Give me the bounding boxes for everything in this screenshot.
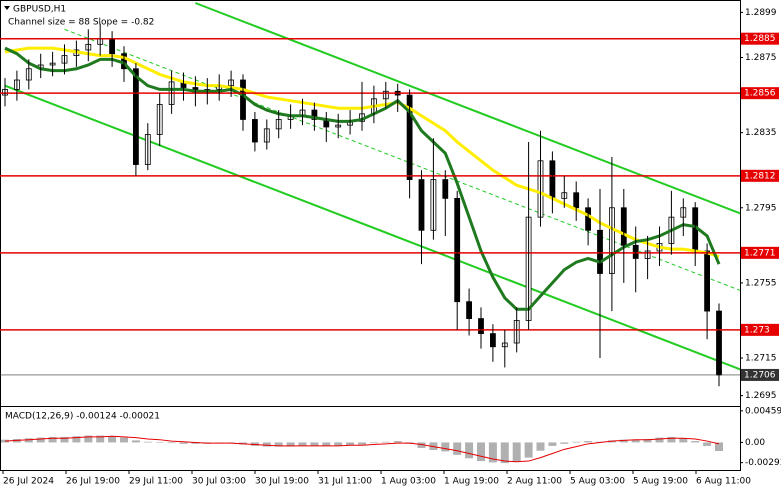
macd-bar [48, 436, 57, 443]
level-label-box [741, 87, 779, 100]
macd-bar [334, 442, 343, 446]
macd-bar [536, 442, 545, 451]
macd-bar [310, 442, 319, 446]
macd-bar [155, 442, 164, 443]
macd-bar [465, 442, 474, 459]
channel-line [64, 28, 740, 291]
macd-bar [572, 441, 581, 443]
macd-bar [393, 441, 402, 443]
x-tick-label: 30 Jul 19:00 [255, 477, 309, 487]
macd-bar [631, 439, 640, 443]
macd-bar [24, 438, 33, 443]
macd-bar [84, 435, 93, 443]
macd-bar [512, 442, 521, 462]
macd-bar [36, 437, 45, 443]
macd-bar [488, 442, 497, 463]
y-tick-label: 1.2835 [745, 128, 777, 138]
macd-y-tick-label: 0.00 [745, 438, 765, 448]
chart-title: GBPUSD,H1 [13, 5, 66, 15]
y-tick-label: 1.2695 [745, 391, 777, 401]
x-tick-label: 31 Jul 11:00 [318, 477, 372, 487]
macd-bar [346, 442, 355, 446]
x-tick-label: 1 Aug 19:00 [444, 477, 499, 487]
macd-bar [548, 442, 557, 446]
macd-bar [584, 441, 593, 443]
macd-title: MACD(12,26,9) -0.00124 -0.00021 [5, 412, 160, 422]
current-price-box [741, 368, 779, 381]
macd-bar [191, 442, 200, 444]
level-label-box [741, 169, 779, 182]
y-tick-label: 1.2899 [745, 8, 777, 18]
y-tick-label: 1.2755 [745, 278, 777, 288]
macd-bar [60, 436, 69, 443]
macd-bar [619, 439, 628, 443]
x-tick-label: 29 Jul 11:00 [129, 477, 183, 487]
y-tick-label: 1.2875 [745, 53, 777, 63]
macd-bar [131, 440, 140, 443]
macd-bar [477, 442, 485, 462]
x-tick-label: 26 Jul 19:00 [66, 477, 120, 487]
level-label: 1.2856 [744, 89, 776, 99]
level-label-box [741, 32, 779, 45]
level-label: 1.2885 [744, 34, 776, 44]
level-label: 1.2812 [744, 171, 776, 181]
macd-bar [358, 442, 366, 445]
macd-bar [643, 439, 652, 443]
y-tick-label: 1.2715 [745, 354, 777, 364]
macd-bar [453, 442, 462, 455]
macd-bar [286, 442, 295, 447]
macd-bar [715, 442, 723, 451]
x-tick-label: 26 Jul 2024 [3, 477, 54, 487]
macd-bar [262, 442, 271, 447]
macd-bar [298, 442, 307, 446]
macd-bar [381, 441, 390, 443]
macd-bar [143, 441, 152, 443]
macd-bar [322, 442, 331, 446]
level-label-box [741, 246, 779, 259]
macd-y-tick-label: -0.00293 [745, 458, 781, 468]
macd-bar [369, 442, 378, 444]
current-price-label: 1.2706 [744, 370, 776, 380]
macd-bar [667, 436, 676, 443]
x-tick-label: 5 Aug 03:00 [570, 477, 625, 487]
level-label-box [741, 323, 779, 336]
x-tick-label: 2 Aug 11:00 [507, 477, 562, 487]
macd-bar [703, 442, 712, 446]
macd-y-tick-label: 0.00459 [745, 406, 781, 416]
macd-bar [417, 442, 426, 448]
chart-subtitle: Channel size = 88 Slope = -0.82 [8, 18, 154, 28]
macd-bar [500, 442, 509, 464]
x-tick-label: 30 Jul 03:00 [192, 477, 246, 487]
macd-bar [72, 436, 81, 443]
macd-bar [96, 435, 105, 443]
x-tick-label: 6 Aug 11:00 [696, 477, 751, 487]
macd-bar [120, 437, 128, 443]
x-tick-label: 1 Aug 03:00 [381, 477, 436, 487]
macd-bar [691, 441, 700, 443]
x-tick-label: 5 Aug 19:00 [633, 477, 688, 487]
macd-bar [108, 436, 117, 443]
macd-bar [179, 442, 188, 444]
macd-bar [655, 437, 664, 443]
channel-line [4, 84, 740, 371]
macd-bar [274, 442, 283, 447]
macd-bar [679, 438, 688, 443]
title-arrow [4, 6, 10, 10]
macd-bar [560, 442, 569, 444]
macd-signal [4, 435, 720, 463]
macd-bar [167, 442, 176, 444]
y-tick-label: 1.2795 [745, 203, 777, 213]
macd-bar [524, 442, 533, 458]
level-label: 1.2771 [744, 248, 776, 258]
level-label: 1.273 [744, 325, 770, 335]
macd-bar [441, 442, 450, 452]
